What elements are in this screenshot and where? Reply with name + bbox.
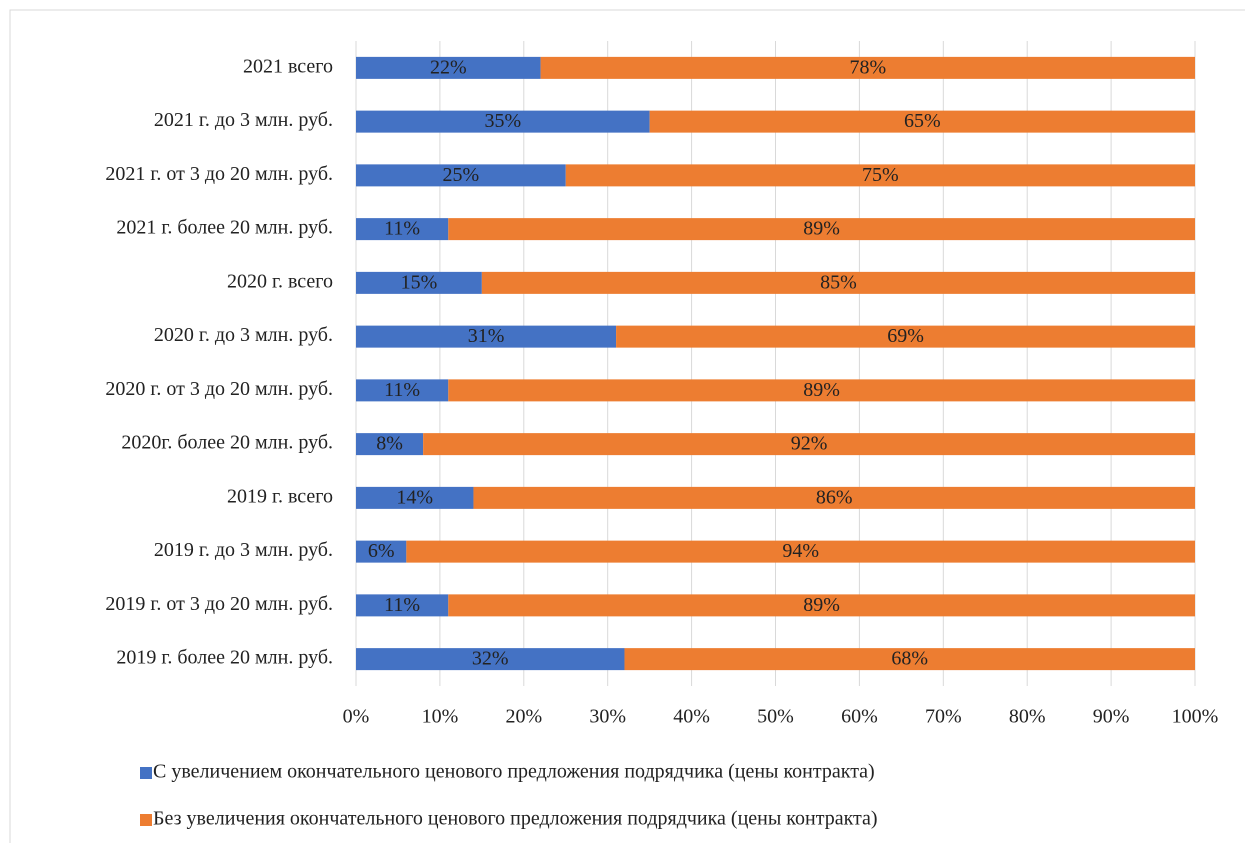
bar-segment [356,433,424,456]
data-label: 85% [820,271,857,293]
x-tick-label: 60% [841,706,878,728]
data-label: 11% [384,218,420,240]
y-tick-label: 2021 г. до 3 млн. руб. [154,109,333,131]
bar-segment [406,540,1196,563]
data-label: 22% [430,56,467,78]
bar-segment [616,325,1195,348]
bar-segment [356,56,541,79]
chart-frame [9,9,1245,843]
y-tick-label: 2020 г. всего [227,270,333,292]
bar-segment [356,379,449,402]
bar-segment [356,594,449,617]
data-label: 11% [384,379,420,401]
bar-segment [356,271,482,294]
data-label: 6% [368,540,395,562]
bar-segment [481,271,1196,294]
data-label: 35% [484,110,521,132]
x-tick-label: 30% [589,706,626,728]
y-tick-label: 2020г. более 20 млн. руб. [121,432,333,454]
data-label: 65% [904,110,941,132]
bar-segment [473,486,1196,509]
data-label: 68% [891,648,928,670]
y-tick-label: 2021 г. более 20 млн. руб. [116,217,333,239]
legend-marker [140,814,152,826]
bar-segment [448,218,1195,241]
bar-segment [356,110,650,133]
x-tick-label: 90% [1093,706,1130,728]
y-tick-label: 2019 г. всего [227,485,333,507]
bar-segment [649,110,1195,133]
y-tick-label: 2021 г. от 3 до 20 млн. руб. [105,163,333,185]
bar-segment [448,594,1195,617]
x-tick-label: 20% [505,706,542,728]
data-label: 69% [887,325,924,347]
legend-label: Без увеличения окончательного ценового п… [153,808,878,830]
y-tick-label: 2019 г. более 20 млн. руб. [116,647,333,669]
bar-segment [423,433,1195,456]
bar-segment [356,648,625,671]
data-label: 78% [849,56,886,78]
data-label: 15% [401,271,438,293]
data-label: 14% [396,486,433,508]
bar-segment [356,486,474,509]
y-tick-label: 2020 г. от 3 до 20 млн. руб. [105,378,333,400]
x-tick-label: 80% [1009,706,1046,728]
data-label: 75% [862,164,899,186]
data-label: 92% [791,433,828,455]
y-tick-label: 2019 г. до 3 млн. руб. [154,539,333,561]
data-label: 89% [803,218,840,240]
bar-segment [356,540,407,563]
bar-segment [356,218,449,241]
legend-label: С увеличением окончательного ценового пр… [153,761,875,783]
x-tick-label: 70% [925,706,962,728]
bar-segment [356,164,566,187]
x-tick-label: 40% [673,706,710,728]
bar-segment [448,379,1195,402]
x-tick-label: 10% [422,706,459,728]
x-tick-label: 100% [1172,706,1219,728]
y-tick-label: 2020 г. до 3 млн. руб. [154,324,333,346]
bar-segment [565,164,1195,187]
data-label: 31% [468,325,505,347]
data-label: 94% [782,540,819,562]
data-label: 89% [803,594,840,616]
legend-marker [140,767,152,779]
y-tick-label: 2019 г. от 3 до 20 млн. руб. [105,593,333,615]
x-tick-label: 50% [757,706,794,728]
bar-segment [540,56,1195,79]
data-label: 25% [443,164,480,186]
bar-segment [624,648,1195,671]
data-label: 86% [816,486,853,508]
bar-segment [356,325,617,348]
data-label: 32% [472,648,509,670]
data-label: 89% [803,379,840,401]
data-label: 8% [376,433,403,455]
x-tick-label: 0% [343,706,370,728]
data-label: 11% [384,594,420,616]
y-tick-label: 2021 всего [243,55,333,77]
